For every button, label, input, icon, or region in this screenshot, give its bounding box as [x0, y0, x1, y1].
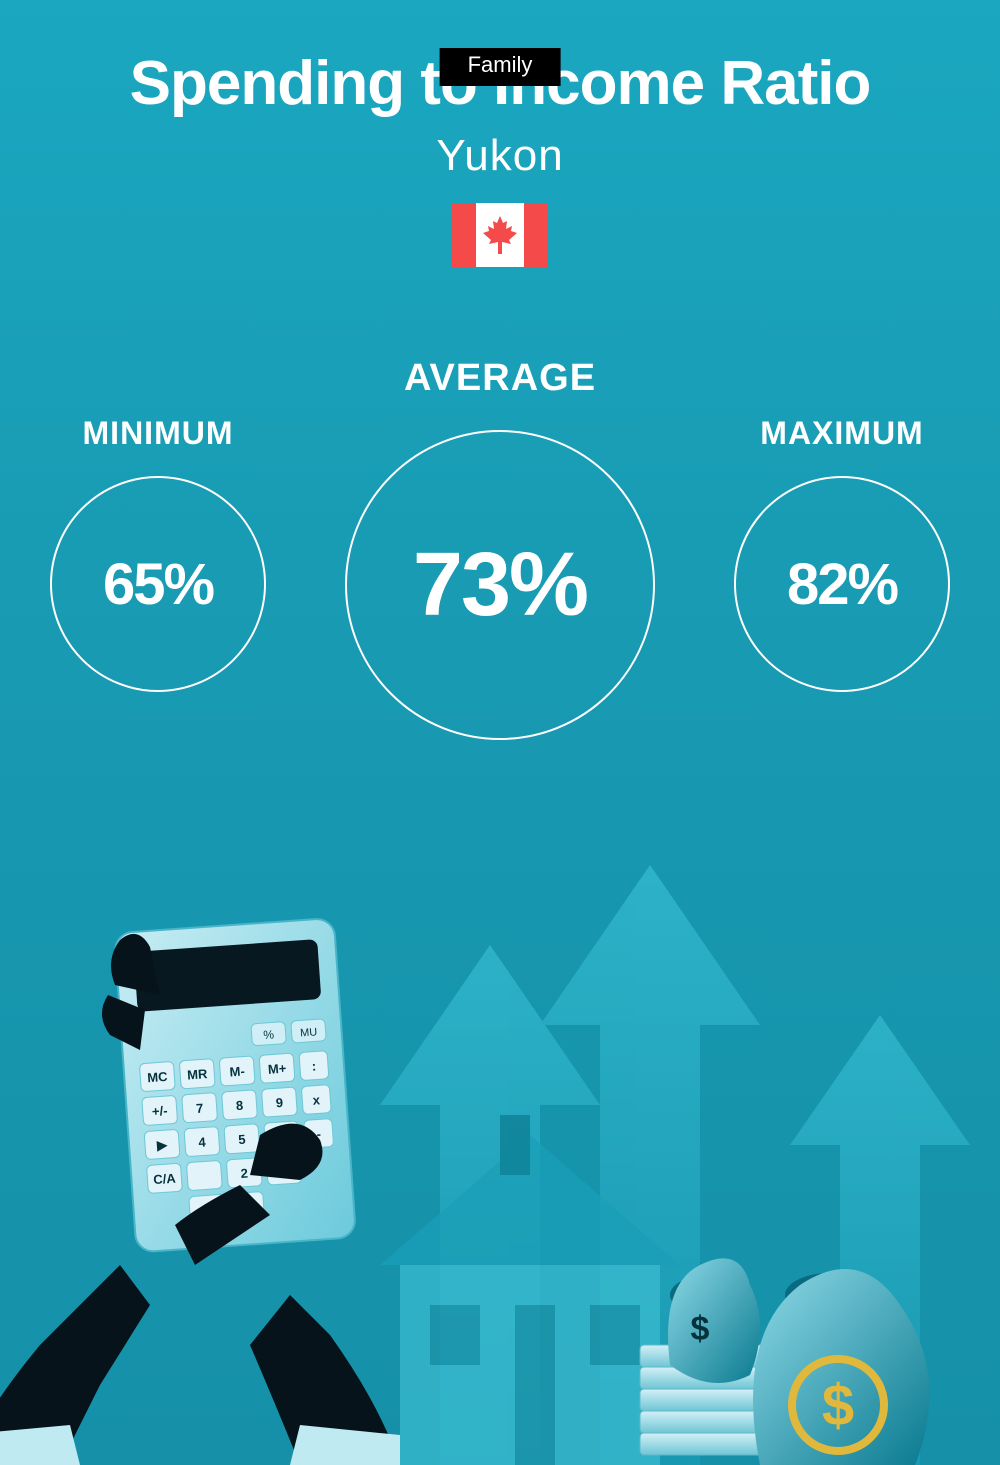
stat-average-circle: 73%: [345, 430, 655, 740]
maple-leaf-icon: [482, 215, 518, 255]
svg-text:C/A: C/A: [153, 1171, 177, 1188]
stat-average-label: AVERAGE: [345, 357, 655, 400]
svg-text:M-: M-: [229, 1063, 245, 1079]
svg-text:$: $: [822, 1373, 854, 1438]
category-badge: Family: [440, 48, 561, 86]
canada-flag-icon: [452, 203, 548, 267]
bottom-illustration: $ $ % MU MC MR M-: [0, 865, 1000, 1465]
svg-text:9: 9: [275, 1095, 283, 1110]
stat-maximum-label: MAXIMUM: [734, 415, 950, 452]
svg-text:MU: MU: [300, 1026, 318, 1039]
stat-maximum: MAXIMUM 82%: [734, 415, 950, 692]
svg-text:7: 7: [196, 1100, 204, 1115]
svg-text:M+: M+: [267, 1061, 287, 1077]
stat-minimum-value: 65%: [103, 551, 213, 618]
svg-text:8: 8: [235, 1098, 243, 1113]
svg-text:MC: MC: [147, 1069, 169, 1085]
svg-text:%: %: [263, 1027, 275, 1042]
stats-row: MINIMUM 65% AVERAGE 73% MAXIMUM 82%: [0, 357, 1000, 787]
stat-maximum-circle: 82%: [734, 476, 950, 692]
hands-calculator-icon: % MU MC MR M- M+ : +/- 7 8 9 x ▶ 4 5: [0, 918, 400, 1465]
svg-text:+/-: +/-: [151, 1103, 168, 1119]
svg-text:▶: ▶: [156, 1137, 169, 1153]
stat-minimum-circle: 65%: [50, 476, 266, 692]
stat-maximum-value: 82%: [787, 551, 897, 618]
svg-text:2: 2: [240, 1166, 248, 1181]
stat-minimum-label: MINIMUM: [50, 415, 266, 452]
stat-average-value: 73%: [413, 534, 587, 637]
stat-minimum: MINIMUM 65%: [50, 415, 266, 692]
svg-text:$: $: [691, 1310, 710, 1348]
svg-text:MR: MR: [187, 1066, 209, 1082]
svg-text:5: 5: [238, 1132, 246, 1147]
region-subtitle: Yukon: [0, 131, 1000, 181]
category-badge-label: Family: [468, 52, 533, 77]
stat-average: AVERAGE 73%: [345, 357, 655, 740]
